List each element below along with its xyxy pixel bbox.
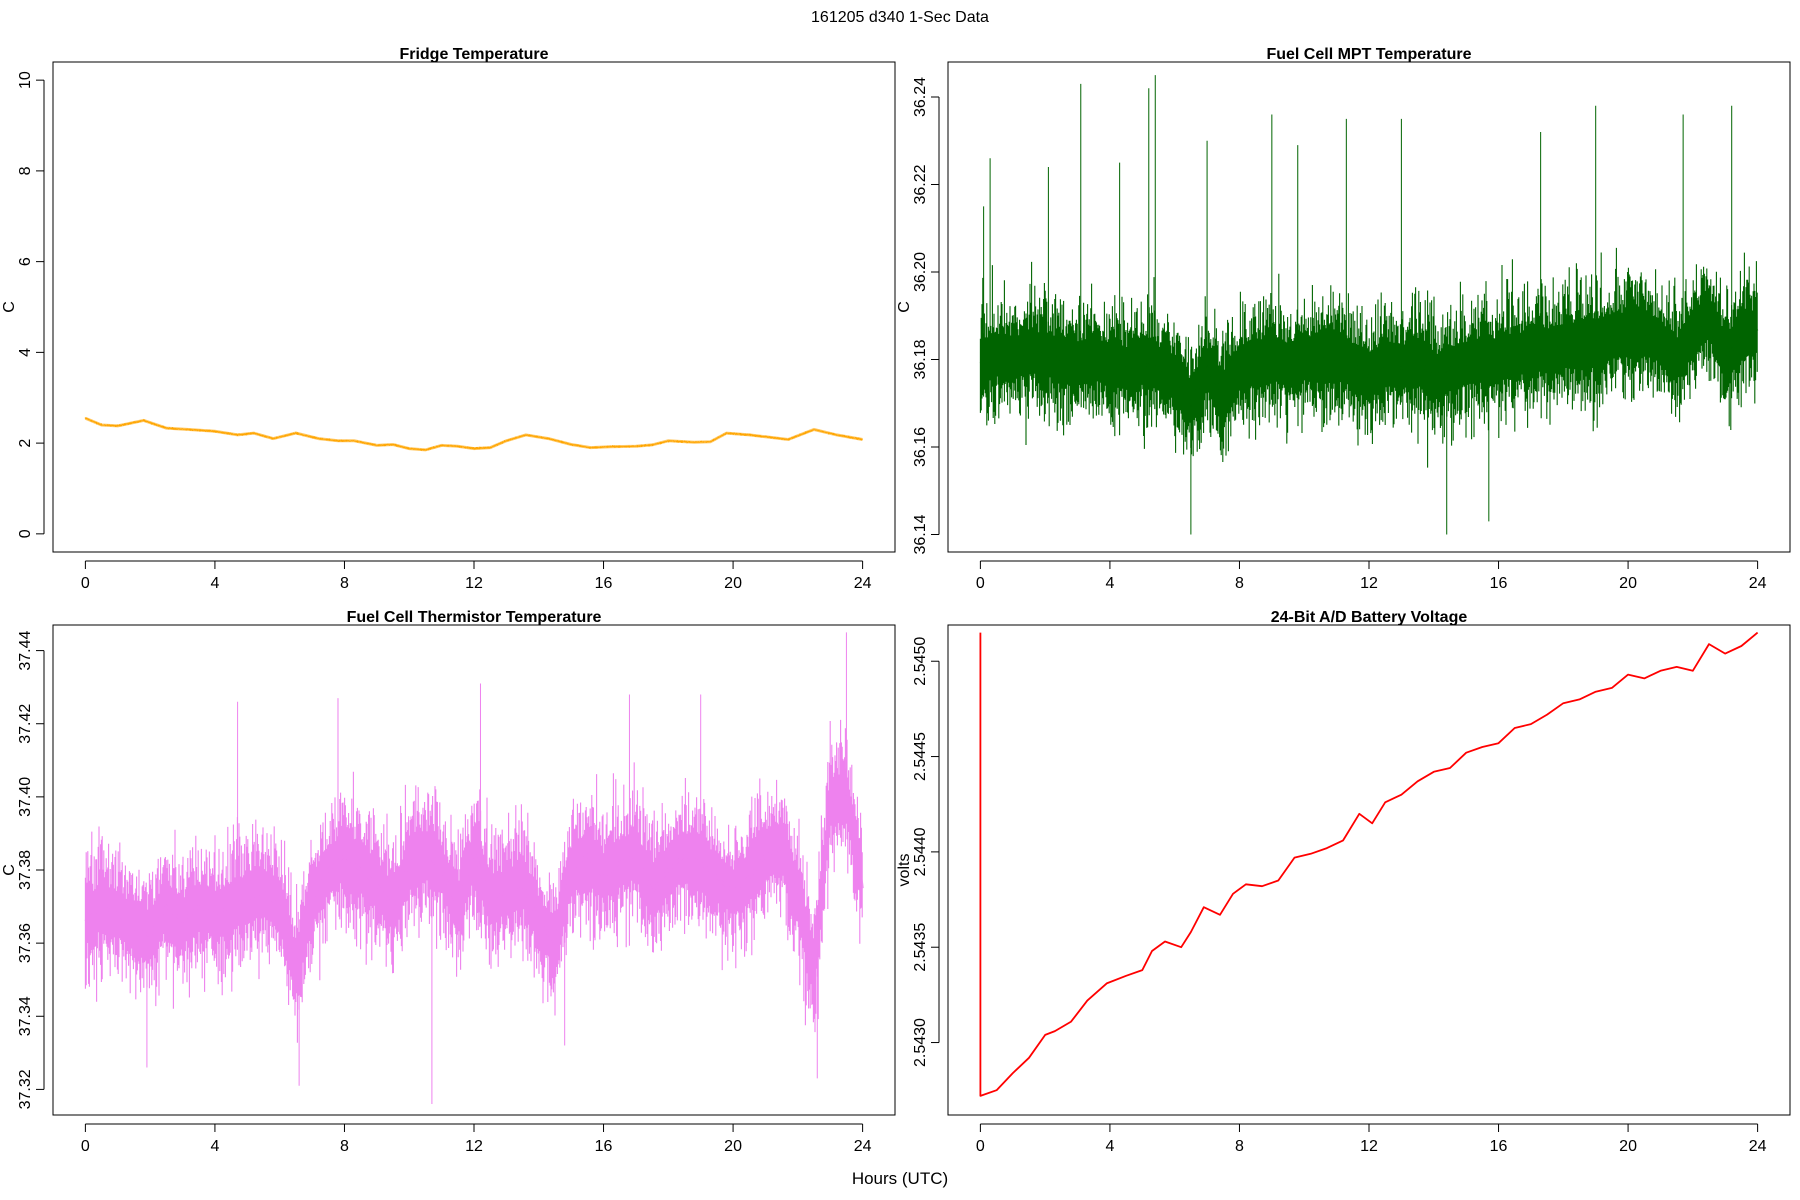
x-tick-label: 12 — [465, 575, 483, 592]
x-tick-label: 8 — [1235, 1138, 1244, 1155]
panel-3: Fuel Cell Thermistor Temperature C 0 4 8 12 16… — [1, 609, 896, 1155]
x-tick-label: 24 — [854, 575, 872, 592]
plot-frame — [947, 624, 1791, 1116]
x-tick-label: 0 — [976, 575, 985, 592]
figure-title: 161205 d340 1-Sec Data — [811, 9, 989, 26]
y-tick-label: 2 — [17, 439, 34, 448]
series-mean-line — [979, 312, 1759, 407]
x-tick-label: 24 — [1749, 1138, 1767, 1155]
y-axis: 0 2 4 6 8 10 — [17, 71, 45, 538]
y-tick-label: 6 — [17, 257, 34, 266]
y-tick-label: 36.14 — [912, 514, 929, 554]
y-axis-label: C — [1, 864, 18, 876]
y-tick-label: 36.20 — [912, 252, 929, 292]
y-tick-label: 8 — [17, 166, 34, 175]
series-trace — [979, 247, 1758, 468]
y-tick-label: 2.5430 — [912, 1018, 929, 1067]
y-tick-label: 36.18 — [912, 339, 929, 379]
y-axis: 37.32 37.34 37.36 37.38 37.40 37.42 37.44 — [17, 630, 45, 1109]
series-mean-line — [84, 794, 865, 973]
x-tick-label: 12 — [465, 1138, 483, 1155]
x-tick-label: 0 — [976, 1138, 985, 1155]
data-series — [979, 631, 1759, 1097]
x-axis: 0 4 8 12 16 20 24 — [976, 1123, 1767, 1155]
y-tick-label: 37.36 — [17, 923, 34, 963]
data-series — [84, 416, 863, 452]
y-tick-label: 0 — [17, 529, 34, 538]
y-axis-label: C — [896, 301, 913, 313]
x-tick-label: 4 — [210, 575, 219, 592]
x-tick-label: 12 — [1360, 1138, 1378, 1155]
y-tick-label: 10 — [17, 71, 34, 89]
y-tick-label: 2.5450 — [912, 637, 929, 686]
x-tick-label: 24 — [854, 1138, 872, 1155]
panel-2: Fuel Cell MPT Temperature C 0 4 8 12 16 20 24 36.… — [896, 46, 1791, 592]
x-tick-label: 20 — [724, 575, 742, 592]
y-tick-label: 37.42 — [17, 704, 34, 744]
x-tick-label: 8 — [340, 1138, 349, 1155]
plot-frame — [52, 624, 896, 1116]
y-tick-label: 37.40 — [17, 777, 34, 817]
x-tick-label: 16 — [595, 1138, 613, 1155]
y-tick-label: 2.5440 — [912, 827, 929, 876]
x-tick-label: 24 — [1749, 575, 1767, 592]
figure-xlabel: Hours (UTC) — [852, 1169, 948, 1188]
x-tick-label: 16 — [1490, 575, 1508, 592]
x-axis: 0 4 8 12 16 20 24 — [81, 560, 872, 592]
y-axis-label: C — [1, 301, 18, 313]
panel-title: Fuel Cell Thermistor Temperature — [347, 609, 602, 626]
y-tick-label: 4 — [17, 348, 34, 357]
x-tick-label: 12 — [1360, 575, 1378, 592]
plot-frame — [52, 61, 896, 553]
x-tick-label: 20 — [1619, 575, 1637, 592]
x-tick-label: 4 — [1105, 575, 1114, 592]
data-series — [979, 75, 1759, 535]
y-tick-label: 36.22 — [912, 164, 929, 204]
panel-title: Fridge Temperature — [399, 46, 548, 63]
y-tick-label: 36.16 — [912, 427, 929, 467]
panel-title: Fuel Cell MPT Temperature — [1266, 46, 1471, 63]
y-axis: 2.5430 2.5435 2.5440 2.5445 2.5450 — [912, 637, 940, 1067]
y-tick-label: 2.5445 — [912, 732, 929, 781]
x-tick-label: 4 — [1105, 1138, 1114, 1155]
x-tick-label: 0 — [81, 575, 90, 592]
x-tick-label: 4 — [210, 1138, 219, 1155]
x-axis: 0 4 8 12 16 20 24 — [81, 1123, 872, 1155]
series-mean-line — [84, 416, 863, 452]
x-tick-label: 8 — [1235, 575, 1244, 592]
x-tick-label: 8 — [340, 575, 349, 592]
y-tick-label: 37.32 — [17, 1069, 34, 1109]
data-series — [84, 632, 865, 1105]
x-tick-label: 20 — [1619, 1138, 1637, 1155]
y-tick-label: 36.24 — [912, 77, 929, 117]
x-axis: 0 4 8 12 16 20 24 — [976, 560, 1767, 592]
y-tick-label: 37.34 — [17, 996, 34, 1036]
y-tick-label: 37.38 — [17, 850, 34, 890]
panel-4: 24-Bit A/D Battery Voltage volts 0 4 8 12 16 20… — [896, 609, 1791, 1155]
panel-title: 24-Bit A/D Battery Voltage — [1271, 609, 1468, 626]
x-tick-label: 20 — [724, 1138, 742, 1155]
y-axis-label: volts — [896, 854, 913, 887]
x-tick-label: 16 — [1490, 1138, 1508, 1155]
plot-frame — [947, 61, 1791, 553]
series-line — [979, 631, 1759, 1097]
x-tick-label: 16 — [595, 575, 613, 592]
y-tick-label: 37.44 — [17, 630, 34, 670]
y-axis: 36.14 36.16 36.18 36.20 36.22 36.24 — [912, 77, 940, 555]
y-tick-label: 2.5435 — [912, 923, 929, 972]
x-tick-label: 0 — [81, 1138, 90, 1155]
